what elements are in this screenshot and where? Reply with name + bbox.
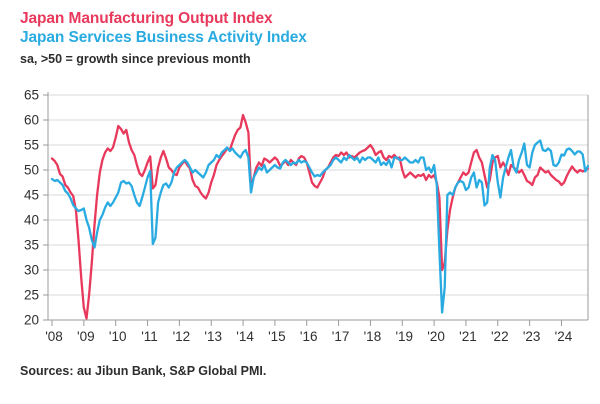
- x-tick-label-'19: '19: [395, 329, 413, 344]
- x-tick-label-'10: '10: [109, 329, 127, 344]
- y-tick-label-30: 30: [24, 263, 39, 278]
- x-tick-label-'24: '24: [555, 329, 573, 344]
- x-tick-label-'12: '12: [173, 329, 191, 344]
- y-tick-label-65: 65: [24, 88, 39, 103]
- y-tick-label-60: 60: [24, 113, 39, 128]
- x-tick-label-'21: '21: [459, 329, 477, 344]
- y-tick-label-20: 20: [24, 313, 39, 328]
- x-tick-label-'14: '14: [236, 329, 254, 344]
- y-tick-label-50: 50: [24, 163, 39, 178]
- x-tick-label-'23: '23: [523, 329, 541, 344]
- title-manufacturing-index: Japan Manufacturing Output Index: [20, 10, 273, 27]
- x-tick-label-'22: '22: [491, 329, 509, 344]
- source-note: Sources: au Jibun Bank, S&P Global PMI.: [20, 364, 267, 378]
- y-tick-label-40: 40: [24, 213, 39, 228]
- title-services-index: Japan Services Business Activity Index: [20, 29, 307, 46]
- x-tick-label-'17: '17: [332, 329, 350, 344]
- x-tick-label-'18: '18: [364, 329, 382, 344]
- x-tick-label-'09: '09: [77, 329, 95, 344]
- pmi-line-chart: 20 25 30 35 40 45 50 55 60 65 '08 '09 '10 '11 '12 '13 '1…: [24, 88, 590, 344]
- x-tick-label-'08: '08: [45, 329, 63, 344]
- y-tick-label-35: 35: [24, 238, 39, 253]
- x-tick-label-'13: '13: [204, 329, 222, 344]
- x-tick-label-'16: '16: [300, 329, 318, 344]
- y-tick-label-45: 45: [24, 188, 39, 203]
- chart-subtitle: sa, >50 = growth since previous month: [20, 52, 251, 66]
- x-tick-label-'11: '11: [141, 329, 158, 344]
- y-tick-label-55: 55: [24, 138, 39, 153]
- services-line: [50, 139, 590, 314]
- chart-header: Japan Manufacturing Output Index Japan S…: [0, 0, 600, 67]
- y-tick-label-25: 25: [24, 288, 39, 303]
- x-tick-label-'20: '20: [427, 329, 445, 344]
- manufacturing-line: [50, 113, 590, 320]
- x-tick-label-'15: '15: [268, 329, 286, 344]
